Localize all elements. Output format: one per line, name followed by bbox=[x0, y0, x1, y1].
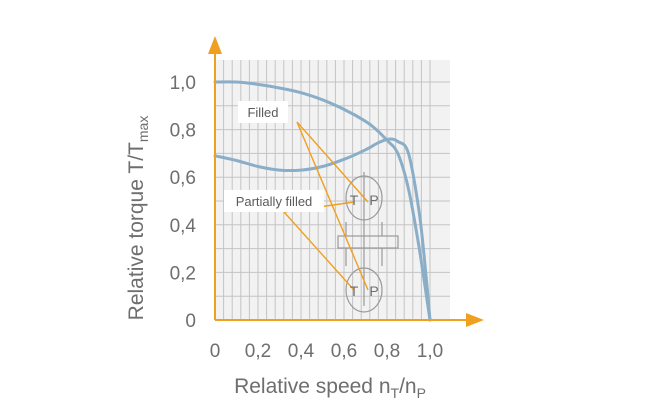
x-tick-label: 1,0 bbox=[417, 341, 443, 362]
x-tick-label: 0,8 bbox=[374, 341, 400, 362]
y-tick-label: 0,4 bbox=[170, 216, 197, 237]
x-tick-label: 0,2 bbox=[245, 341, 271, 362]
axes bbox=[208, 36, 484, 327]
device-label-turbine-lower: T bbox=[350, 283, 359, 299]
x-axis-label: Relative speed nT/nP bbox=[234, 375, 426, 401]
annotation-bg bbox=[224, 190, 324, 212]
y-tick-label: 1,0 bbox=[170, 73, 196, 94]
labels: 0 0,2 0,4 0,6 0,8 1,0 0 0,2 0,4 0,6 0,8 1,0 Relative… bbox=[125, 73, 443, 401]
y-tick-label: 0 bbox=[185, 311, 196, 332]
annotation-partially-filled: Partially filled bbox=[236, 194, 313, 209]
curves bbox=[213, 80, 432, 322]
turbine-upper-half bbox=[345, 175, 365, 221]
device-label-turbine-upper: T bbox=[350, 192, 359, 208]
annotation-bg bbox=[238, 101, 288, 123]
y-axis-arrow bbox=[208, 36, 222, 54]
series-line-partially-filled bbox=[213, 137, 432, 322]
y-tick-label: 0,2 bbox=[170, 263, 196, 284]
x-tick-label: 0,4 bbox=[288, 341, 315, 362]
leader-partial-2 bbox=[283, 211, 355, 291]
coupling-device-illustration bbox=[337, 172, 399, 313]
series-line-filled bbox=[213, 80, 432, 322]
device-label-pump-lower: P bbox=[369, 283, 378, 299]
device-label-pump-upper: P bbox=[369, 192, 378, 208]
x-axis-arrow bbox=[466, 313, 484, 327]
leader-filled-1 bbox=[296, 121, 369, 203]
device-shaft bbox=[337, 235, 399, 249]
y-tick-label: 0,6 bbox=[170, 168, 196, 189]
y-axis-label: Relative torque T/Tmax bbox=[125, 116, 151, 321]
leader-filled-2 bbox=[296, 121, 369, 291]
pump-upper-half bbox=[363, 175, 383, 221]
x-tick-label: 0,6 bbox=[331, 341, 357, 362]
y-tick-label: 0,8 bbox=[170, 121, 196, 142]
x-tick-label: 0 bbox=[210, 341, 221, 362]
device-housing-lines bbox=[345, 222, 383, 266]
annotation-filled: Filled bbox=[247, 105, 278, 120]
pump-lower-half bbox=[363, 267, 383, 313]
turbine-lower-half bbox=[345, 267, 365, 313]
